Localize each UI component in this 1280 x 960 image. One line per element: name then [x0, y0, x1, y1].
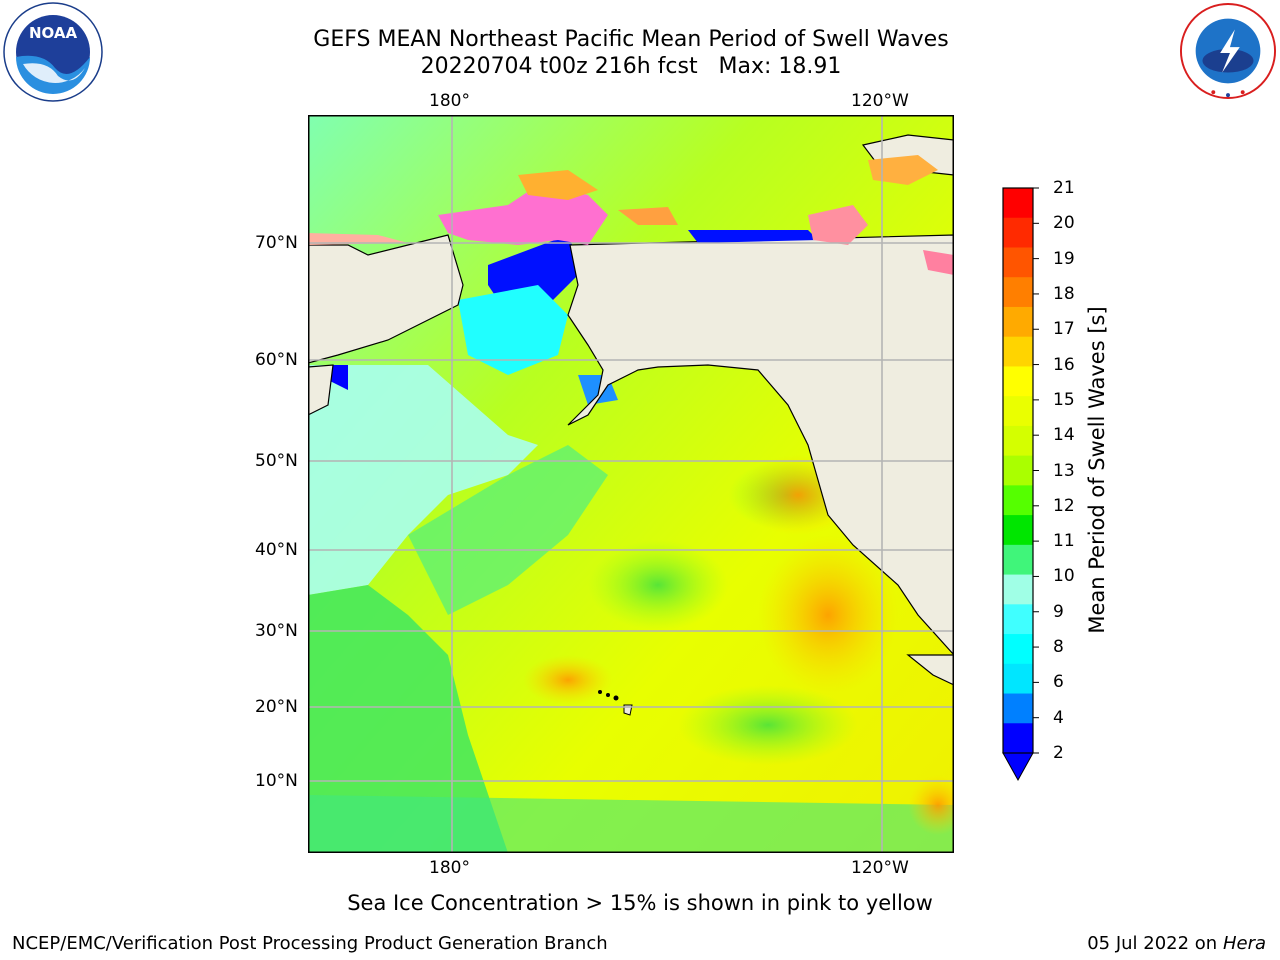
colorbar-segment	[1003, 188, 1033, 219]
colorbar-tick-label: 2	[1053, 743, 1064, 763]
colorbar-tick-label: 14	[1053, 425, 1075, 446]
lon-label-bottom-120w: 120°W	[851, 858, 909, 878]
colorbar-tick-label: 20	[1053, 213, 1075, 234]
footer-date-text: 05 Jul 2022 on	[1087, 933, 1218, 954]
lat-label-20n: 20°N	[255, 697, 298, 717]
colorbar-tick-label: 9	[1053, 601, 1064, 622]
colorbar-segment	[1003, 455, 1033, 486]
colorbar-segment	[1003, 366, 1033, 397]
colorbar-tick-label: 12	[1053, 495, 1075, 516]
footer-credit: NCEP/EMC/Verification Post Processing Pr…	[12, 933, 608, 954]
colorbar-tick-label: 13	[1053, 460, 1075, 481]
colorbar-segment	[1003, 217, 1033, 248]
footer-date: 05 Jul 2022 on Hera	[1087, 933, 1266, 954]
lat-label-40n: 40°N	[255, 540, 298, 560]
swell-period-map	[308, 115, 954, 853]
colorbar-tick-label: 4	[1053, 707, 1064, 728]
lat-label-60n: 60°N	[255, 350, 298, 370]
map-title: GEFS MEAN Northeast Pacific Mean Period …	[313, 27, 949, 52]
lat-label-10n: 10°N	[255, 771, 298, 791]
map-subtitle: 20220704 t00z 216h fcst Max: 18.91	[420, 54, 842, 79]
colorbar-segment	[1003, 693, 1033, 724]
lat-label-50n: 50°N	[255, 451, 298, 471]
colorbar-segment	[1003, 396, 1033, 427]
lat-label-70n: 70°N	[255, 233, 298, 253]
colorbar-segment	[1003, 634, 1033, 665]
colorbar-tick-label: 10	[1053, 566, 1075, 587]
map-gridlines	[308, 115, 954, 853]
colorbar-segment	[1003, 663, 1033, 695]
lon-label-bottom-180: 180°	[429, 858, 470, 878]
colorbar-segment	[1003, 485, 1033, 516]
colorbar-tick-label: 18	[1053, 283, 1075, 304]
colorbar-tick-label: 17	[1053, 319, 1075, 340]
lat-label-30n: 30°N	[255, 621, 298, 641]
footer-host: Hera	[1222, 933, 1266, 954]
map-border	[308, 115, 954, 853]
nws-logo-icon	[1179, 2, 1277, 100]
colorbar-segment	[1003, 425, 1033, 457]
colorbar-tick-label: 6	[1053, 672, 1064, 693]
colorbar-label: Mean Period of Swell Waves [s]	[1085, 306, 1109, 634]
noaa-logo-icon: NOAA	[3, 2, 103, 102]
colorbar-segment	[1003, 723, 1033, 754]
lon-label-top-120w: 120°W	[851, 91, 909, 111]
lon-label-top-180: 180°	[429, 91, 470, 111]
colorbar-segment	[1003, 515, 1033, 546]
colorbar-segment	[1003, 306, 1033, 338]
colorbar-tick-label: 21	[1053, 178, 1075, 198]
colorbar-segment	[1003, 247, 1033, 278]
sea-ice-note: Sea Ice Concentration > 15% is shown in …	[347, 891, 933, 915]
colorbar-tick-label: 16	[1053, 354, 1075, 375]
colorbar-segment	[1003, 336, 1033, 367]
colorbar-segment	[1003, 544, 1033, 576]
colorbar-tick-label: 19	[1053, 248, 1075, 269]
colorbar-segment	[1003, 604, 1033, 635]
colorbar-segment	[1003, 277, 1033, 308]
colorbar-tick-label: 8	[1053, 637, 1064, 658]
colorbar-segment	[1003, 574, 1033, 605]
svg-text:NOAA: NOAA	[29, 24, 78, 42]
colorbar-tick-label: 15	[1053, 389, 1075, 410]
colorbar-tick-label: 11	[1053, 531, 1075, 552]
colorbar	[1002, 187, 1039, 782]
